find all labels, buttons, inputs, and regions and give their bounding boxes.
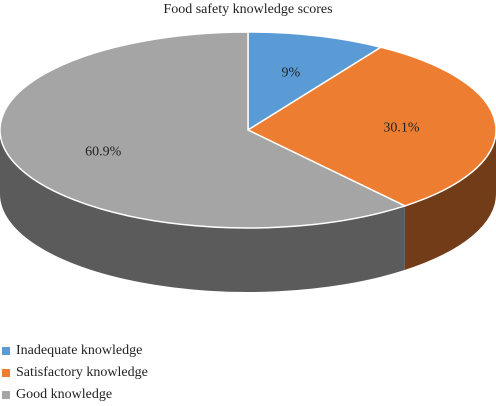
pie-side-2 bbox=[0, 130, 405, 292]
legend-swatch-satisfactory bbox=[2, 369, 10, 377]
legend-item-good: Good knowledge bbox=[2, 384, 148, 406]
legend-swatch-good bbox=[2, 391, 10, 399]
pie-slice-0 bbox=[247, 31, 383, 132]
data-label-2: 60.9% bbox=[85, 144, 122, 159]
data-label-0: 9% bbox=[282, 66, 301, 81]
legend-item-satisfactory: Satisfactory knowledge bbox=[2, 362, 148, 384]
data-label-1: 30.1% bbox=[383, 120, 420, 135]
legend-label-satisfactory: Satisfactory knowledge bbox=[16, 365, 148, 380]
chart-legend: Inadequate knowledge Satisfactory knowle… bbox=[2, 340, 148, 406]
pie-slice-2 bbox=[0, 31, 407, 229]
legend-swatch-inadequate bbox=[2, 347, 10, 355]
legend-label-inadequate: Inadequate knowledge bbox=[16, 343, 143, 358]
pie-side-1 bbox=[404, 130, 496, 270]
legend-item-inadequate: Inadequate knowledge bbox=[2, 340, 148, 362]
pie-chart: 9% 30.1% 60.9% bbox=[0, 31, 496, 292]
legend-label-good: Good knowledge bbox=[16, 387, 113, 402]
chart-title: Food safety knowledge scores bbox=[163, 2, 333, 17]
